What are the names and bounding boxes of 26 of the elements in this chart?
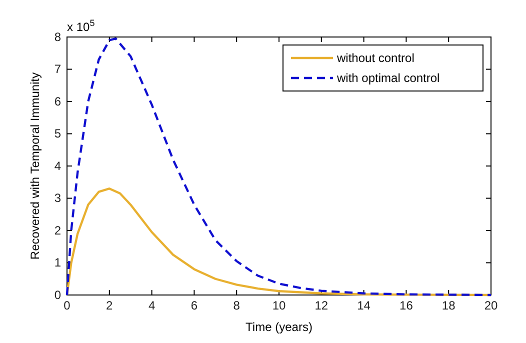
- y-tick-label: 6: [54, 94, 62, 108]
- x-tick-label: 0: [64, 298, 71, 313]
- y-tick-label: 0: [54, 288, 62, 302]
- text: x 10$^{5}$: [67, 18, 95, 34]
- x-tick-label: 12: [314, 298, 328, 313]
- x-tick-label: 8: [233, 298, 240, 313]
- x-axis-title: Time (years): [246, 320, 312, 334]
- x-tick-label: 14: [357, 298, 371, 313]
- y-tick-label: 5: [54, 126, 62, 141]
- x-tick-label: 4: [148, 298, 156, 313]
- y-tick-label: 7: [54, 62, 62, 76]
- y-tick-label: 2: [54, 223, 62, 238]
- x-tick-label: 18: [442, 298, 456, 313]
- line-series: [66, 38, 492, 296]
- x-tick-label: 6: [190, 298, 198, 313]
- x-tick-label: 10: [272, 298, 286, 313]
- legend-label: without control: [336, 51, 414, 65]
- y-tick-label: 8: [54, 30, 62, 44]
- x-tick-label: 2: [106, 298, 114, 313]
- y-tick-label: 1: [54, 256, 62, 270]
- x-tick-label: 20: [484, 298, 498, 313]
- y-tick-label: 4: [54, 158, 62, 173]
- x-tick-label: 16: [400, 298, 414, 313]
- y-tick-label: 3: [54, 191, 62, 206]
- y-axis-title: Recovered with Temporal Immunity: [28, 72, 42, 260]
- legend-label: with optimal control: [336, 71, 440, 85]
